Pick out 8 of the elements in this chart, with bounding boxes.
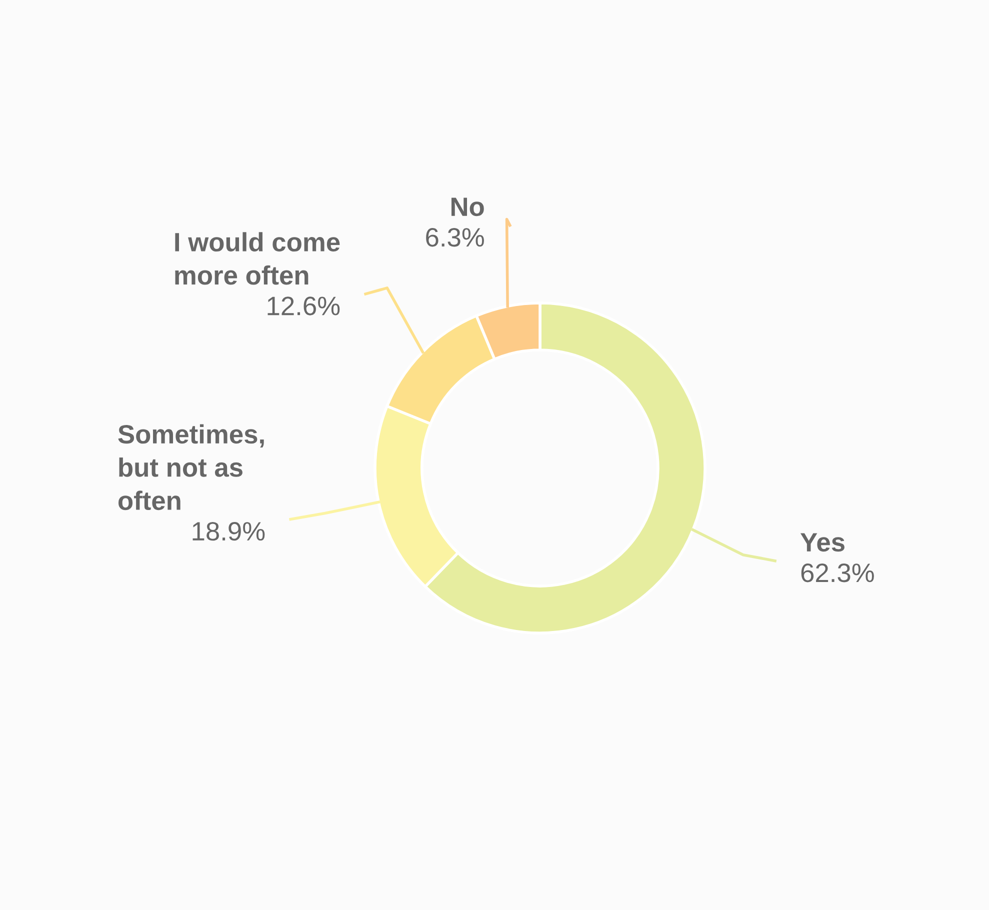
data-label: 18.9% xyxy=(192,522,265,541)
slice-label: Yes xyxy=(800,533,844,552)
slice-label: No xyxy=(451,198,484,216)
slice-label: I would come more often xyxy=(175,232,340,285)
slice-label: Sometimes, but not as often xyxy=(118,424,264,510)
data-label: 62.3% xyxy=(801,564,874,582)
data-label: 12.6% xyxy=(268,296,340,316)
data-label: 6.3% xyxy=(426,228,484,247)
